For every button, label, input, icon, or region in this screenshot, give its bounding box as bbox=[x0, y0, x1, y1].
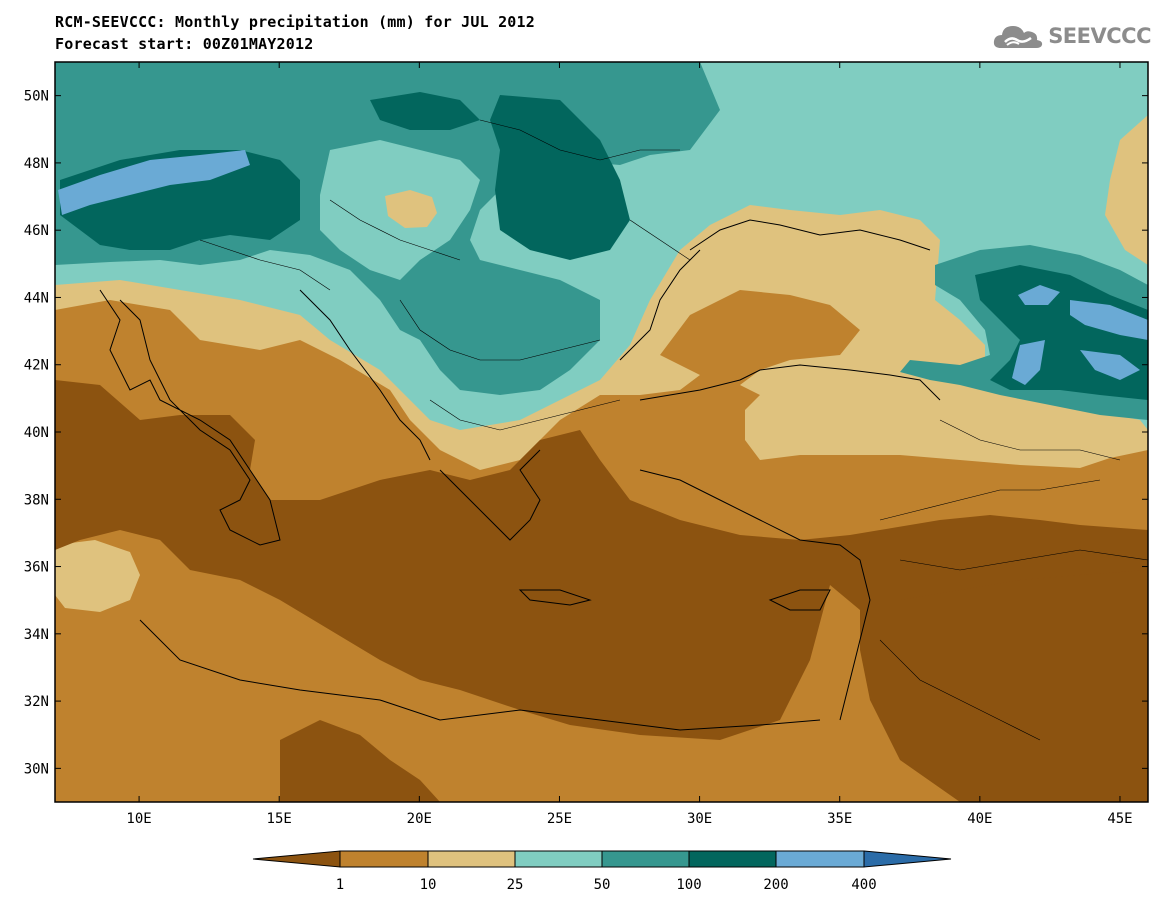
band-10-25-libya-spot bbox=[55, 540, 140, 612]
colorbar-swatch-200-400 bbox=[775, 850, 865, 868]
band-200-400-caucasus-east bbox=[1070, 300, 1148, 340]
band-200-400-alps bbox=[58, 150, 250, 215]
lon-label: 15E bbox=[267, 811, 292, 827]
lon-label: 20E bbox=[407, 811, 432, 827]
colorbar-label-50: 50 bbox=[594, 877, 611, 893]
logo-text: SEEVCCC bbox=[1048, 24, 1151, 48]
cloud-logo-icon bbox=[994, 26, 1043, 48]
colorbar-swatch-10-25 bbox=[427, 850, 516, 868]
map-title: RCM-SEEVCCC: Monthly precipitation (mm) … bbox=[55, 13, 535, 31]
country-borders bbox=[199, 119, 1148, 741]
band-100-200-poland bbox=[370, 92, 480, 130]
forecast-start-subtitle: Forecast start: 00Z01MAY2012 bbox=[55, 35, 314, 53]
lat-label: 36N bbox=[24, 560, 49, 576]
lon-label: 25E bbox=[547, 811, 572, 827]
colorbar-swatch-50-100 bbox=[601, 850, 690, 868]
colorbar-label-1: 1 bbox=[336, 877, 344, 893]
band-below-1 bbox=[55, 380, 1148, 802]
colorbar-label-25: 25 bbox=[507, 877, 524, 893]
colorbar-label-100: 100 bbox=[676, 877, 701, 893]
latitude-axis: 50N 48N 46N 44N 42N 40N 38N 36N 34N 32N 30N bbox=[24, 89, 1148, 777]
colorbar-label-10: 10 bbox=[420, 877, 437, 893]
lon-label: 10E bbox=[126, 811, 151, 827]
lon-label: 35E bbox=[827, 811, 852, 827]
colorbar-label-200: 200 bbox=[763, 877, 788, 893]
lat-label: 42N bbox=[24, 358, 49, 374]
colorbar-low-arrow bbox=[252, 850, 341, 868]
colorbar-high-arrow bbox=[863, 850, 952, 868]
longitude-axis: 10E 15E 20E 25E 30E 35E 40E 45E bbox=[126, 62, 1133, 827]
seevccc-logo: SEEVCCC bbox=[991, 20, 1151, 52]
colorbar-swatch-1-10 bbox=[339, 850, 429, 868]
colorbar: 1 10 25 50 100 200 400 bbox=[252, 850, 952, 893]
lat-label: 30N bbox=[24, 761, 49, 777]
lat-label: 46N bbox=[24, 223, 49, 239]
band-10-25-hungary bbox=[385, 190, 437, 228]
lat-label: 44N bbox=[24, 290, 49, 306]
colorbar-swatch-25-50 bbox=[514, 850, 603, 868]
colorbar-swatch-100-200 bbox=[688, 850, 777, 868]
lon-label: 30E bbox=[687, 811, 712, 827]
coastlines bbox=[99, 219, 941, 731]
lat-label: 34N bbox=[24, 627, 49, 643]
band-below-1-africa-north bbox=[280, 720, 440, 802]
lat-label: 50N bbox=[24, 89, 49, 105]
band-10-25-east-edge bbox=[1105, 115, 1148, 265]
band-200-400-caucasus-south bbox=[1012, 340, 1045, 385]
band-200-400-caucasus-southeast bbox=[1080, 350, 1140, 380]
band-below-1-levant bbox=[860, 570, 1148, 802]
lon-label: 45E bbox=[1107, 811, 1132, 827]
lat-label: 40N bbox=[24, 425, 49, 441]
lat-label: 48N bbox=[24, 156, 49, 172]
colorbar-label-400: 400 bbox=[851, 877, 876, 893]
band-200-400-caucasus-west bbox=[1018, 285, 1060, 305]
precipitation-field bbox=[55, 62, 1148, 802]
lon-label: 40E bbox=[967, 811, 992, 827]
lat-label: 38N bbox=[24, 492, 49, 508]
band-100-200-carpathians bbox=[490, 95, 630, 260]
lat-label: 32N bbox=[24, 694, 49, 710]
